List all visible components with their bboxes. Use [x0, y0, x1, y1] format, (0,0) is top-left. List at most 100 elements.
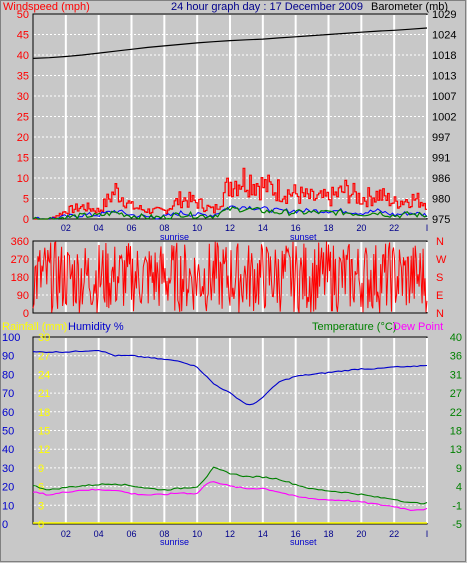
barometer-ticks: 1029 1024 1018 1013 1007 1002 997 991 986 980 975	[432, 9, 456, 226]
temperature-tick-label: 22	[450, 407, 462, 419]
x-tick-label: 22	[389, 223, 399, 233]
barometer-axis-title: Barometer (mb)	[371, 1, 448, 13]
wind-direction-series	[32, 241, 428, 313]
x-tick-label: 20	[356, 529, 366, 539]
compass-tick-label: W	[436, 254, 447, 266]
humidity-tick-label: 0	[2, 519, 8, 531]
x-tick-label: 18	[323, 529, 333, 539]
x-tick-label: 16	[291, 529, 301, 539]
graph-title: 24 hour graph day : 17 December 2009	[171, 1, 363, 13]
barometer-tick-label: 975	[432, 214, 450, 226]
humidity-tick-label: 50	[2, 426, 14, 438]
direction-tick-label: 270	[11, 254, 29, 266]
barometer-tick-label: 986	[432, 173, 450, 185]
humidity-axis-title: Humidity %	[68, 321, 124, 333]
x-tick-label: 20	[356, 223, 366, 233]
temp-humidity-grid	[34, 338, 428, 523]
windspeed-tick-label: 20	[17, 132, 29, 144]
humidity-tick-label: 30	[2, 463, 14, 475]
x-tick-label: I	[426, 529, 429, 539]
x-tick-label: 02	[61, 223, 71, 233]
temp-humidity-x-ticks: 02 04 06 08 10 12 14 16 18 20 22 I	[61, 529, 428, 539]
temperature-tick-label: 40	[450, 332, 462, 344]
x-tick-label: 02	[61, 529, 71, 539]
wind-baro-series	[32, 27, 428, 220]
temperature-tick-label: 27	[450, 388, 462, 400]
wind-low-line	[32, 206, 428, 220]
humidity-tick-label: 10	[2, 500, 14, 512]
x-tick-label: 22	[389, 529, 399, 539]
dewpoint-line	[32, 481, 428, 511]
windspeed-tick-label: 45	[17, 30, 29, 42]
barometer-tick-label: 1024	[432, 30, 456, 42]
sunset-marker-1: sunset	[290, 232, 317, 242]
rainfall-tick-label: 24	[38, 369, 50, 381]
x-tick-label: I	[426, 223, 429, 233]
x-tick-label: 08	[159, 223, 169, 233]
windspeed-line	[33, 167, 427, 220]
humidity-tick-label: 20	[2, 482, 14, 494]
average-wind-line	[32, 205, 428, 220]
rainfall-axis-title: Rainfall (mm)	[2, 321, 67, 333]
temperature-axis-title: Temperature (°C)	[312, 321, 396, 333]
temperature-tick-label: 31	[450, 369, 462, 381]
humidity-tick-label: 100	[2, 332, 20, 344]
x-tick-label: 04	[94, 223, 104, 233]
direction-tick-label: 180	[11, 272, 29, 284]
rainfall-tick-label: 30	[38, 332, 50, 344]
direction-tick-label: 360	[11, 236, 29, 248]
rainfall-tick-label: 27	[38, 351, 50, 363]
x-tick-label: 14	[258, 223, 268, 233]
temperature-tick-label: 4	[456, 482, 462, 494]
direction-tick-label: 90	[17, 290, 29, 302]
rainfall-tick-label: 15	[38, 426, 50, 438]
x-tick-label: 16	[291, 223, 301, 233]
wind-direction-line	[32, 241, 428, 313]
barometer-tick-label: 991	[432, 153, 450, 165]
rainfall-tick-label: 6	[38, 482, 44, 494]
windspeed-tick-label: 5	[23, 194, 29, 206]
x-tick-label: 04	[94, 529, 104, 539]
temperature-tick-label: -5	[452, 519, 462, 531]
barometer-tick-label: 1002	[432, 112, 456, 124]
temperature-tick-label: 18	[450, 426, 462, 438]
x-tick-label: 12	[225, 223, 235, 233]
temperature-line	[32, 466, 428, 505]
barometer-tick-label: 997	[432, 132, 450, 144]
windspeed-tick-label: 10	[17, 173, 29, 185]
windspeed-tick-label: 50	[17, 9, 29, 21]
direction-degree-ticks: 360 270 180 90 0	[11, 236, 29, 320]
barometer-tick-label: 1018	[432, 50, 456, 62]
temperature-tick-label: 36	[450, 351, 462, 363]
temperature-tick-label: 13	[450, 444, 462, 456]
x-tick-label: 06	[126, 223, 136, 233]
x-tick-label: 08	[159, 529, 169, 539]
humidity-tick-label: 60	[2, 407, 14, 419]
barometer-tick-label: 1007	[432, 91, 456, 103]
temp-humidity-series	[32, 349, 428, 524]
temperature-ticks: 40 36 31 27 22 18 13 9 4 -1 -5	[450, 332, 462, 531]
x-tick-label: 14	[258, 529, 268, 539]
rainfall-tick-label: 9	[38, 463, 44, 475]
rainfall-tick-label: 18	[38, 407, 50, 419]
windspeed-tick-label: 40	[17, 50, 29, 62]
barometer-tick-label: 980	[432, 194, 450, 206]
rainfall-tick-label: 21	[38, 388, 50, 400]
sunrise-marker-1: sunrise	[160, 232, 189, 242]
windspeed-tick-label: 15	[17, 153, 29, 165]
humidity-tick-label: 40	[2, 444, 14, 456]
x-tick-label: 10	[192, 223, 202, 233]
windspeed-tick-label: 25	[17, 112, 29, 124]
dewpoint-axis-title: Dew Point	[393, 321, 443, 333]
x-tick-label: 06	[126, 529, 136, 539]
direction-tick-label: 0	[23, 308, 29, 320]
temperature-tick-label: 9	[456, 463, 462, 475]
compass-tick-label: S	[436, 272, 443, 284]
sunrise-marker-2: sunrise	[160, 537, 189, 547]
humidity-line	[32, 349, 428, 406]
windspeed-tick-label: 0	[23, 214, 29, 226]
